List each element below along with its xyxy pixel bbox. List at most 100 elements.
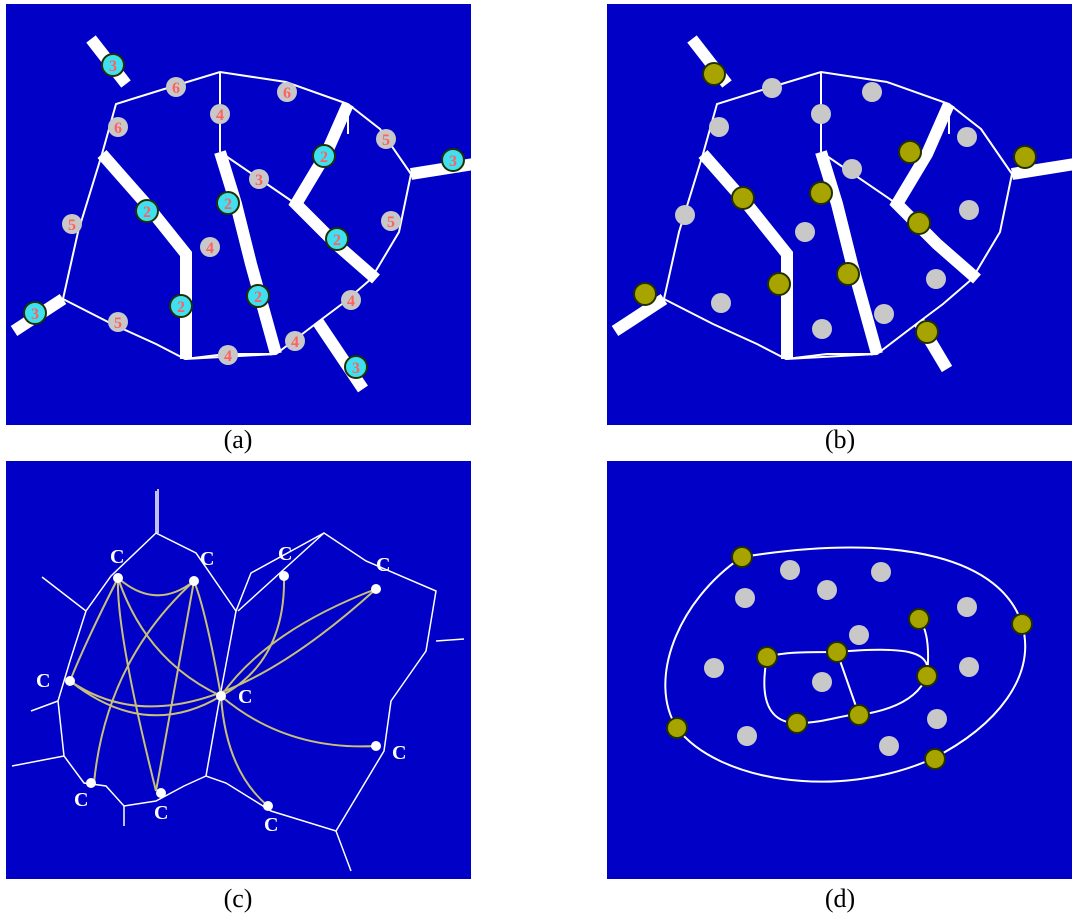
node-a-5: 6 xyxy=(277,82,297,102)
caption-b: (b) xyxy=(824,425,856,454)
svg-text:4: 4 xyxy=(224,348,232,365)
node-b-7 xyxy=(898,140,922,164)
panel-a: 3 6 6 4 6 5 2 3 3 5 2 2 4 5 2 2 2 4 4 4 … xyxy=(6,4,471,425)
node-a-14: 5 xyxy=(381,211,401,231)
node-b-12 xyxy=(809,181,833,205)
node-d-olive xyxy=(666,717,688,739)
svg-text:4: 4 xyxy=(291,334,299,351)
node-b-4 xyxy=(811,104,831,124)
node-a-19: 4 xyxy=(285,331,305,351)
node-b-17 xyxy=(836,262,860,286)
node-b-9 xyxy=(842,159,862,179)
node-d-grey xyxy=(849,625,869,645)
node-a-7: 2 xyxy=(312,144,336,168)
node-d-olive xyxy=(786,712,808,734)
node-d-grey xyxy=(737,726,757,746)
panel-a-nodes: 3 6 6 4 6 5 2 3 3 5 2 2 4 5 2 2 2 4 4 4 … xyxy=(23,53,465,379)
node-c-label: C xyxy=(278,543,292,565)
svg-text:2: 2 xyxy=(333,232,341,249)
node-c-8 xyxy=(86,778,96,788)
node-d-olive xyxy=(1011,613,1033,635)
node-b-14 xyxy=(959,200,979,220)
node-a-3: 6 xyxy=(108,117,128,137)
panel-b-nodes xyxy=(633,62,1037,344)
panel-d-background xyxy=(607,461,1072,879)
node-d-olive xyxy=(848,704,870,726)
node-a-6: 5 xyxy=(376,129,396,149)
node-c-label: C xyxy=(200,548,214,570)
panel-d xyxy=(607,461,1072,879)
node-a-4: 4 xyxy=(210,104,230,124)
node-a-20: 4 xyxy=(218,345,238,365)
node-c-label: C xyxy=(376,554,390,576)
svg-text:3: 3 xyxy=(31,306,39,323)
node-a-16: 2 xyxy=(169,294,193,318)
panel-b xyxy=(607,4,1072,425)
node-a-9: 3 xyxy=(249,169,269,189)
node-d-grey xyxy=(879,736,899,756)
node-c-3 xyxy=(279,571,289,581)
node-b-8 xyxy=(1013,145,1037,169)
caption-c: (c) xyxy=(223,884,253,913)
node-a-22: 3 xyxy=(23,301,47,325)
node-d-grey xyxy=(704,658,724,678)
svg-text:3: 3 xyxy=(109,58,117,75)
node-b-18 xyxy=(926,269,946,289)
svg-text:2: 2 xyxy=(224,196,232,213)
node-d-grey xyxy=(927,709,947,729)
node-b-16 xyxy=(767,272,791,296)
node-c-label: C xyxy=(154,802,168,824)
node-a-23: 5 xyxy=(108,312,128,332)
node-c-5 xyxy=(65,676,75,686)
node-d-grey xyxy=(812,672,832,692)
svg-text:5: 5 xyxy=(68,217,76,234)
node-d-grey xyxy=(780,560,800,580)
node-c-1 xyxy=(113,573,123,583)
node-b-21 xyxy=(915,320,939,344)
node-c-6 xyxy=(216,691,226,701)
caption-a: (a) xyxy=(223,425,253,454)
panel-c-background xyxy=(6,461,471,879)
node-c-label: C xyxy=(238,686,252,708)
panel-c-node-labels: C C C C C C C C C C xyxy=(36,543,406,836)
node-a-13: 4 xyxy=(200,237,220,257)
svg-text:2: 2 xyxy=(177,299,185,316)
node-d-grey xyxy=(959,657,979,677)
node-d-grey xyxy=(735,588,755,608)
node-b-19 xyxy=(874,304,894,324)
node-b-10 xyxy=(675,205,695,225)
svg-text:5: 5 xyxy=(387,214,395,231)
node-a-15: 2 xyxy=(325,227,349,251)
panel-c: C C C C C C C C C C xyxy=(6,461,471,879)
node-c-label: C xyxy=(36,670,50,692)
node-c-9 xyxy=(156,788,166,798)
node-c-label: C xyxy=(392,742,406,764)
node-c-2 xyxy=(189,576,199,586)
svg-text:5: 5 xyxy=(114,315,122,332)
svg-text:4: 4 xyxy=(206,240,214,257)
svg-text:6: 6 xyxy=(114,120,122,137)
svg-text:4: 4 xyxy=(347,293,355,310)
node-a-8: 3 xyxy=(441,148,465,172)
svg-text:2: 2 xyxy=(143,204,151,221)
node-d-olive xyxy=(756,646,778,668)
panel-d-nodes xyxy=(666,546,1033,770)
node-c-7 xyxy=(371,741,381,751)
node-a-17: 2 xyxy=(246,284,270,308)
node-b-5 xyxy=(862,82,882,102)
svg-text:4: 4 xyxy=(216,107,224,124)
svg-text:2: 2 xyxy=(254,289,262,306)
node-d-olive xyxy=(908,608,930,630)
node-c-10 xyxy=(263,801,273,811)
node-a-10: 5 xyxy=(62,214,82,234)
node-b-1 xyxy=(702,62,726,86)
svg-text:2: 2 xyxy=(320,149,328,166)
node-d-olive xyxy=(916,665,938,687)
caption-d: (d) xyxy=(824,884,856,913)
node-a-21: 3 xyxy=(344,355,368,379)
node-b-22 xyxy=(633,282,657,306)
node-b-6 xyxy=(957,127,977,147)
svg-text:3: 3 xyxy=(449,153,457,170)
node-d-grey xyxy=(817,580,837,600)
svg-text:3: 3 xyxy=(255,172,263,189)
